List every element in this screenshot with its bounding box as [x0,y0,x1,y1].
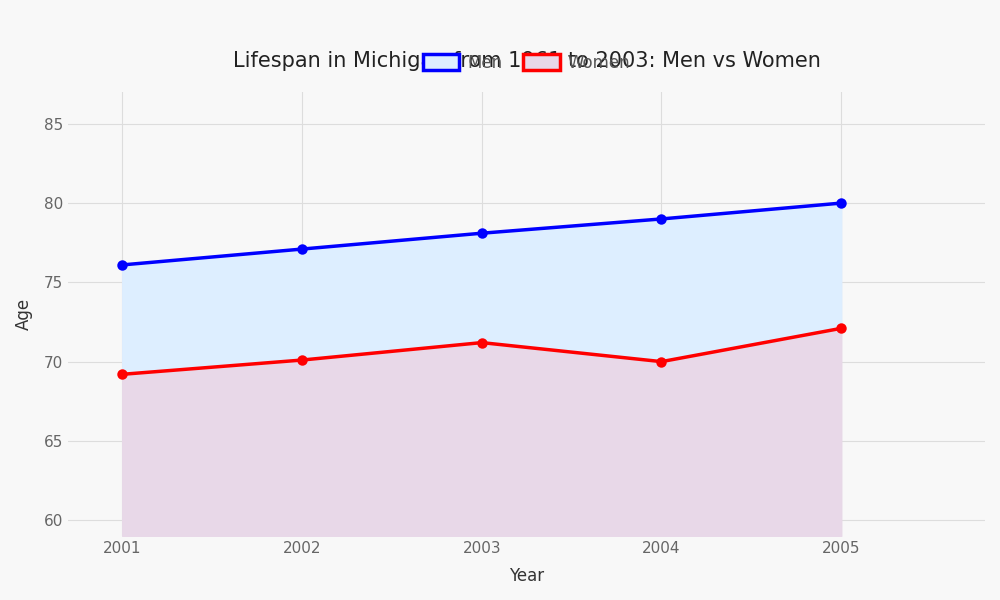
Y-axis label: Age: Age [15,298,33,330]
X-axis label: Year: Year [509,567,544,585]
Title: Lifespan in Michigan from 1961 to 2003: Men vs Women: Lifespan in Michigan from 1961 to 2003: … [233,51,821,71]
Legend: Men, Women: Men, Women [416,47,637,79]
